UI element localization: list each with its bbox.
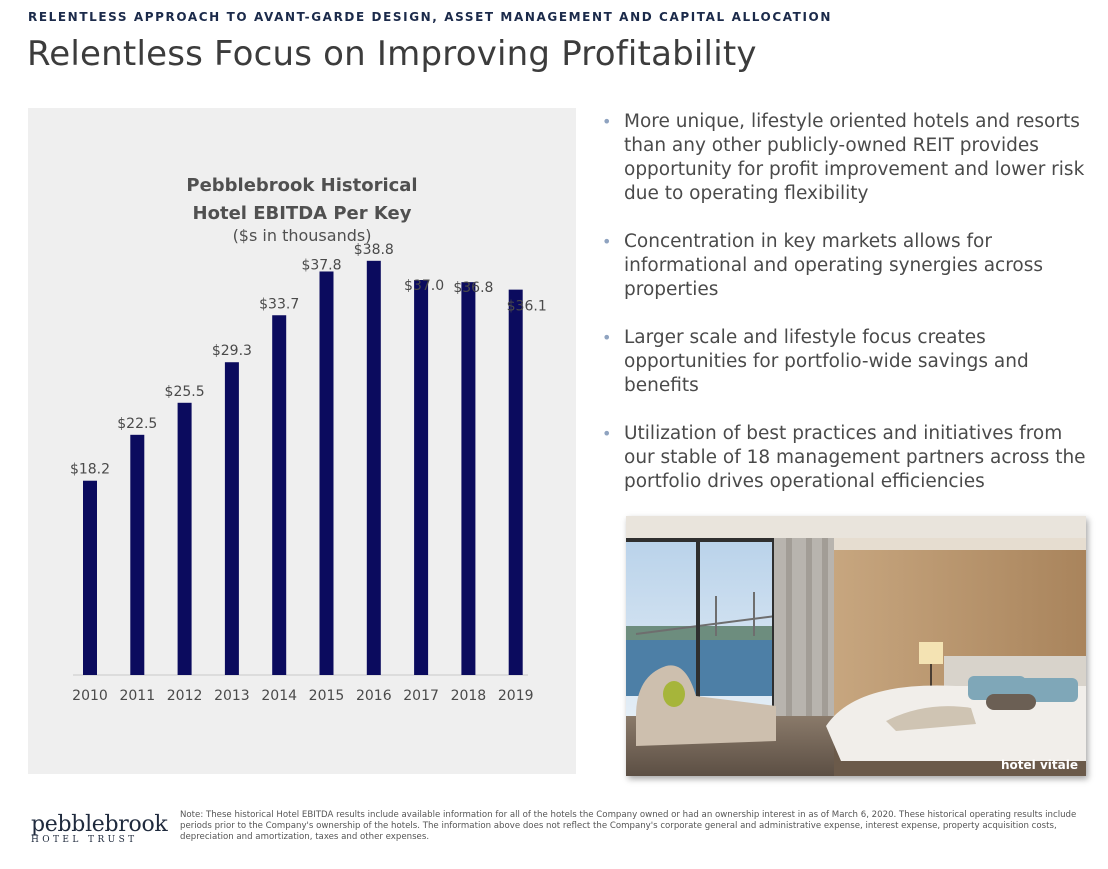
hotel-room-photo: hotel vitale [626, 516, 1086, 776]
data-label-2019: $36.1 [507, 299, 547, 315]
x-tick-2011: 2011 [119, 688, 155, 704]
data-label-2012: $25.5 [165, 384, 205, 400]
bullet-text: More unique, lifestyle oriented hotels a… [624, 111, 1085, 204]
data-label-2016: $38.8 [354, 242, 394, 258]
bar-2015 [319, 271, 334, 675]
bullet-item: • Larger scale and lifestyle focus create… [600, 326, 1095, 398]
data-label-2017: $37.0 [404, 278, 444, 294]
bullet-item: • More unique, lifestyle oriented hotels … [600, 110, 1095, 206]
bullet-list: • More unique, lifestyle oriented hotels … [600, 110, 1095, 518]
bar-2019 [508, 289, 523, 675]
bar-2010 [83, 480, 97, 675]
bullet-text: Utilization of best practices and initia… [624, 423, 1086, 492]
x-tick-2019: 2019 [498, 688, 534, 704]
bar-2016 [366, 260, 381, 675]
data-label-2018: $36.8 [453, 280, 493, 296]
logo-wordmark: pebblebrook [31, 812, 168, 837]
bullet-item: • Utilization of best practices and initi… [600, 422, 1095, 494]
bullet-dot-icon: • [602, 328, 612, 347]
ebitda-bar-chart: $18.2 2010 $22.5 2011 $25.5 2012 $29.3 2013 $33.… [70, 242, 547, 704]
bullet-dot-icon: • [602, 112, 612, 131]
page-title: Relentless Focus on Improving Profitabil… [27, 34, 757, 74]
chart-subtitle: ($s in thousands) [232, 226, 372, 245]
bar-2012 [177, 402, 192, 675]
bullet-dot-icon: • [602, 232, 612, 251]
data-label-2015: $37.8 [301, 257, 341, 273]
chart-title-line1: Pebblebrook Historical [186, 175, 418, 196]
bullet-text: Concentration in key markets allows for … [624, 231, 1044, 300]
x-tick-2012: 2012 [167, 688, 203, 704]
bar-2014 [272, 315, 287, 675]
bar-2017 [414, 280, 429, 675]
x-tick-2017: 2017 [403, 688, 439, 704]
ebitda-chart-panel: $18.2 2010 $22.5 2011 $25.5 2012 $29.3 2013 $33.… [28, 108, 576, 774]
footnote: Note: These historical Hotel EBITDA resu… [180, 810, 1077, 842]
bar-2018 [461, 282, 476, 675]
data-label-2014: $33.7 [259, 296, 299, 312]
data-label-2010: $18.2 [70, 462, 110, 478]
x-tick-2013: 2013 [214, 688, 250, 704]
hotel-room-illustration [626, 516, 1086, 776]
x-tick-2014: 2014 [261, 688, 297, 704]
bullet-text: Larger scale and lifestyle focus creates… [624, 327, 1029, 396]
photo-caption: hotel vitale [1001, 758, 1078, 772]
logo-subtitle: HOTEL TRUST [31, 835, 138, 845]
x-tick-2010: 2010 [72, 688, 108, 704]
bullet-dot-icon: • [602, 424, 612, 443]
data-label-2013: $29.3 [212, 343, 252, 359]
chart-title-line2: Hotel EBITDA Per Key [192, 203, 412, 224]
bullet-item: • Concentration in key markets allows for… [600, 230, 1095, 302]
chart-title: Pebblebrook Historical Hotel EBITDA Per … [28, 172, 576, 228]
company-logo: pebblebrook HOTEL TRUST [31, 812, 168, 845]
x-tick-2018: 2018 [451, 688, 487, 704]
section-kicker: RELENTLESS APPROACH TO AVANT-GARDE DESIG… [28, 10, 832, 24]
bar-2013 [224, 362, 239, 675]
bar-2011 [130, 434, 145, 675]
data-label-2011: $22.5 [117, 416, 157, 432]
x-tick-2015: 2015 [309, 688, 345, 704]
x-tick-2016: 2016 [356, 688, 392, 704]
